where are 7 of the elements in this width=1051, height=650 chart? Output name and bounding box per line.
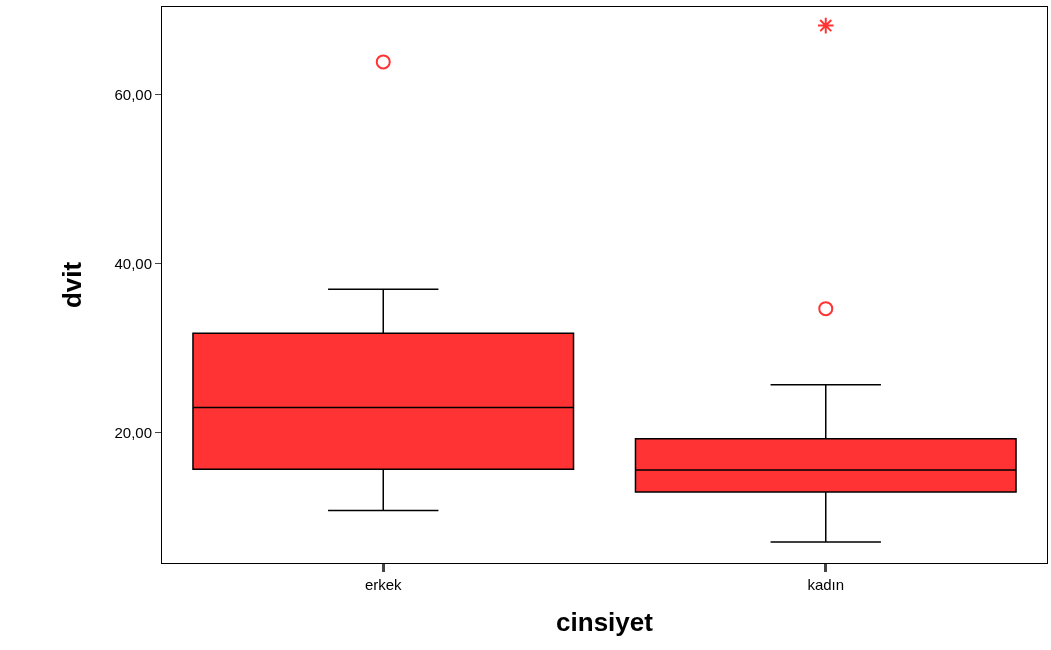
y-axis-title: dvit	[56, 261, 87, 309]
x-tick-label: kadın	[807, 576, 845, 593]
x-tick-label: erkek	[364, 576, 403, 593]
y-tick-label: 60,00	[114, 86, 152, 104]
x-axis-title: cinsiyet	[556, 606, 654, 637]
y-tick-label: 40,00	[114, 255, 152, 273]
y-tick-label: 20,00	[114, 424, 152, 442]
